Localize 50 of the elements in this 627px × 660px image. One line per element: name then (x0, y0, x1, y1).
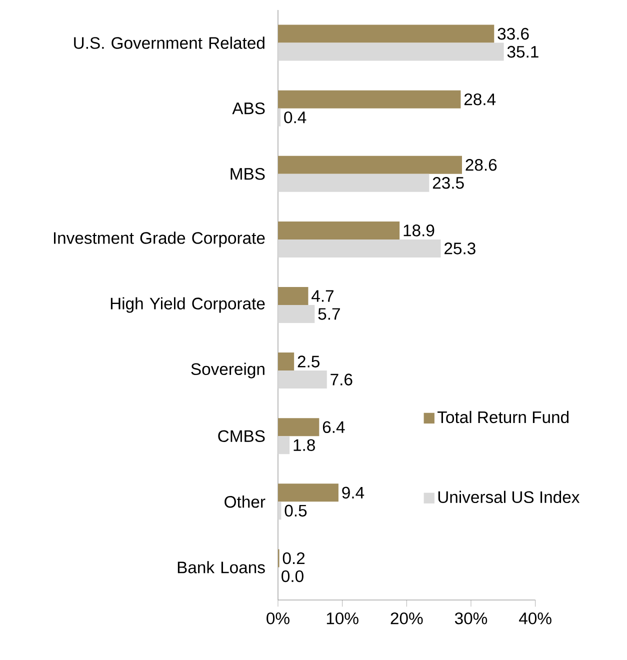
data-label: 0.2 (282, 552, 305, 564)
y-tick-label: CMBS (218, 430, 265, 442)
bar (278, 352, 294, 371)
x-tick-label: 20% (390, 612, 423, 624)
x-tick-label: 40% (519, 612, 552, 624)
data-label: 18.9 (404, 224, 434, 236)
bar (278, 370, 327, 389)
legend-label: Universal US Index (438, 490, 580, 504)
bar (278, 484, 338, 502)
data-label: 9.4 (342, 486, 364, 499)
bar (278, 24, 494, 43)
data-label: 28.4 (464, 93, 496, 106)
y-tick-label: Sovereign (191, 362, 264, 378)
bar (278, 239, 441, 258)
y-tick-label: ABS (232, 102, 265, 114)
bar (278, 418, 320, 436)
data-label: 6.4 (322, 421, 345, 434)
bar (278, 502, 282, 520)
data-label: 0.5 (284, 504, 307, 517)
y-tick-label: Investment Grade Corporate (54, 232, 265, 248)
data-label: 5.7 (318, 308, 340, 320)
bar (278, 174, 430, 192)
x-tick-label: 0% (266, 612, 290, 624)
x-tick-label: 30% (454, 612, 488, 624)
bar (278, 221, 400, 240)
data-label: 35.1 (507, 46, 538, 58)
data-label: 0.0 (282, 570, 304, 582)
y-tick-label: MBS (230, 168, 265, 180)
data-label: 25.3 (444, 242, 476, 254)
bar (278, 42, 504, 61)
data-label: 23.5 (432, 177, 464, 189)
data-label: 0.4 (284, 111, 306, 124)
bar (278, 436, 290, 454)
bar (278, 90, 461, 108)
y-tick-label: Bank Loans (178, 561, 265, 574)
x-tick-label: 10% (326, 612, 358, 624)
data-label: 4.7 (312, 290, 334, 302)
y-tick-label: U.S. Government Related (74, 36, 264, 49)
data-label: 33.6 (498, 28, 529, 40)
bar (278, 108, 281, 126)
data-label: 28.6 (466, 159, 497, 171)
bar (278, 156, 462, 174)
y-tick-label: High Yield Corporate (110, 297, 265, 313)
y-tick-label: Other (224, 496, 266, 508)
bar (278, 287, 308, 306)
bar (278, 305, 315, 324)
legend-label: Total Return Fund (438, 410, 569, 424)
data-label: 1.8 (294, 439, 315, 452)
data-label: 7.6 (330, 374, 352, 386)
data-label: 2.5 (298, 356, 320, 368)
